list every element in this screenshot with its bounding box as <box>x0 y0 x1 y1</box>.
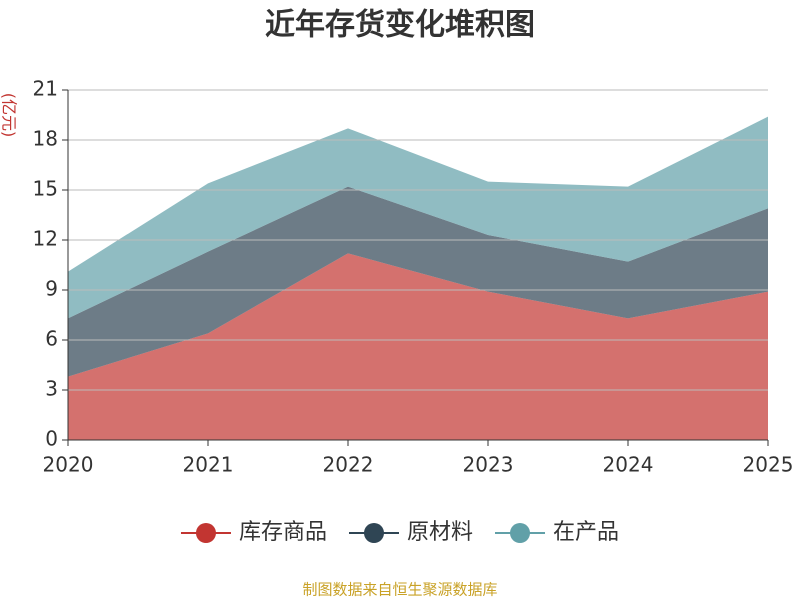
legend-item: 原材料 <box>348 520 473 545</box>
x-tick-label: 2025 <box>743 453 794 477</box>
legend-marker <box>195 523 216 543</box>
y-tick-label: 12 <box>33 227 58 251</box>
legend-marker <box>510 523 531 543</box>
area <box>68 116 768 319</box>
area <box>68 186 768 377</box>
legend-item: 在产品 <box>495 520 619 545</box>
legend: 库存商品 原材料 在产品 <box>180 520 619 545</box>
chart-title: 近年存货变化堆积图 <box>265 8 535 43</box>
legend-item: 库存商品 <box>180 520 327 545</box>
y-tick-label: 21 <box>33 77 58 101</box>
y-tick-label: 18 <box>33 127 58 151</box>
y-tick-label: 0 <box>45 427 58 451</box>
y-tick-label: 6 <box>45 327 58 351</box>
x-tick-label: 2020 <box>43 453 94 477</box>
x-tick-label: 2023 <box>463 453 514 477</box>
plot-area <box>68 116 768 440</box>
x-tick-label: 2021 <box>183 453 234 477</box>
y-tick-label: 3 <box>45 377 58 401</box>
legend-label: 在产品 <box>553 520 619 545</box>
x-tick-label: 2022 <box>323 453 374 477</box>
y-tick-label: 9 <box>45 277 58 301</box>
legend-label: 库存商品 <box>239 520 327 545</box>
y-axis-label: (亿元) <box>0 93 19 138</box>
y-tick-label: 15 <box>33 177 58 201</box>
area <box>68 253 768 440</box>
legend-label: 原材料 <box>407 520 473 545</box>
legend-marker <box>363 523 384 543</box>
x-tick-label: 2024 <box>603 453 654 477</box>
source-note: 制图数据来自恒生聚源数据库 <box>302 581 497 599</box>
